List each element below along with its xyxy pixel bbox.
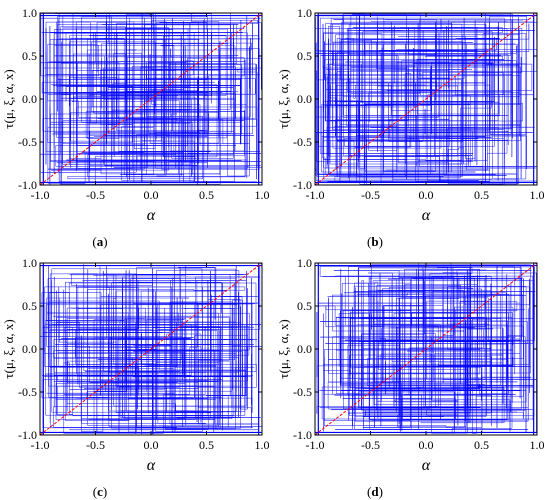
x-tick-label: 1.0 — [255, 438, 270, 452]
y-tick-label: 1.0 — [22, 6, 37, 20]
x-tick-label: 0.5 — [474, 438, 489, 452]
panel-label: (c) — [93, 484, 107, 499]
y-tick-label: -0.5 — [293, 385, 312, 399]
x-tick-label: -0.5 — [86, 188, 105, 202]
x-tick-label: 1.0 — [530, 188, 545, 202]
panel-label: (b) — [367, 234, 383, 249]
x-tick-label: -0.5 — [86, 438, 105, 452]
x-tick-label: 1.0 — [255, 188, 270, 202]
y-tick-label: -1.0 — [293, 178, 312, 192]
x-tick-label: -1.0 — [306, 438, 325, 452]
x-tick-label: -1.0 — [31, 438, 50, 452]
x-tick-label: 0.5 — [199, 188, 214, 202]
chart-a: -1.0 -0.5 0.0 0.5 1.0 -1.0 -0.5 0.0 0.5 1.0 α τ(μ, … — [1, 6, 270, 249]
x-tick-label: 0.5 — [199, 438, 214, 452]
y-tick-label: -0.5 — [18, 135, 37, 149]
x-tick-label: 0.0 — [419, 438, 434, 452]
x-tick-label: 1.0 — [530, 438, 545, 452]
x-tick-label: 0.0 — [144, 188, 159, 202]
x-axis-label: α — [422, 207, 431, 224]
y-tick-label: 1.0 — [22, 256, 37, 270]
x-tick-label: 0.0 — [419, 188, 434, 202]
panel-a: -1.0 -0.5 0.0 0.5 1.0 -1.0 -0.5 0.0 0.5 1.0 α τ(μ, … — [0, 0, 275, 250]
red-diagonal-series — [39, 262, 263, 436]
y-tick-label: 0.0 — [22, 342, 37, 356]
y-tick-label: 0.5 — [22, 49, 37, 63]
blue-trajectory-series — [316, 263, 537, 434]
panel-label: (d) — [367, 484, 383, 499]
panel-d: -1.0 -0.5 0.0 0.5 1.0 -1.0 -0.5 0.0 0.5 1.0 α τ(μ, … — [275, 250, 550, 500]
y-tick-label: 0.0 — [297, 342, 312, 356]
y-axis-label: τ(μ, ξ, α, x) — [1, 69, 16, 128]
chart-d: -1.0 -0.5 0.0 0.5 1.0 -1.0 -0.5 0.0 0.5 1.0 α τ(μ, … — [276, 256, 545, 499]
y-axis-label: τ(μ, ξ, α, x) — [1, 319, 16, 378]
y-tick-label: -0.5 — [293, 135, 312, 149]
x-axis-label: α — [422, 457, 431, 474]
x-tick-label: -0.5 — [361, 188, 380, 202]
y-tick-label: 1.0 — [297, 256, 312, 270]
red-diagonal-series — [314, 262, 538, 436]
chart-c: -1.0 -0.5 0.0 0.5 1.0 -1.0 -0.5 0.0 0.5 1.0 α τ(μ, … — [1, 256, 270, 499]
y-tick-label: 0.0 — [297, 92, 312, 106]
y-tick-label: 0.5 — [297, 49, 312, 63]
y-axis-label: τ(μ, ξ, α, x) — [276, 319, 291, 378]
x-tick-label: -0.5 — [361, 438, 380, 452]
x-tick-label: -1.0 — [306, 188, 325, 202]
chart-b: -1.0 -0.5 0.0 0.5 1.0 -1.0 -0.5 0.0 0.5 1.0 α τ(μ, … — [276, 6, 545, 249]
x-tick-label: 0.5 — [474, 188, 489, 202]
red-diagonal-series — [314, 12, 538, 186]
y-tick-label: -1.0 — [293, 428, 312, 442]
y-tick-label: -0.5 — [18, 385, 37, 399]
panel-c: -1.0 -0.5 0.0 0.5 1.0 -1.0 -0.5 0.0 0.5 1.0 α τ(μ, … — [0, 250, 275, 500]
blue-trajectory-series — [315, 13, 537, 185]
y-tick-label: -1.0 — [18, 428, 37, 442]
y-tick-label: -1.0 — [18, 178, 37, 192]
y-axis-label: τ(μ, ξ, α, x) — [276, 69, 291, 128]
x-axis-label: α — [147, 457, 156, 474]
y-tick-label: 1.0 — [297, 6, 312, 20]
y-tick-label: 0.5 — [297, 299, 312, 313]
red-diagonal-series — [39, 12, 263, 186]
blue-trajectory-series — [40, 13, 262, 185]
blue-trajectory-series — [40, 264, 262, 435]
x-tick-label: 0.0 — [144, 438, 159, 452]
x-tick-label: -1.0 — [31, 188, 50, 202]
x-axis-label: α — [147, 207, 156, 224]
panel-label: (a) — [92, 234, 107, 249]
y-tick-label: 0.0 — [22, 92, 37, 106]
y-tick-label: 0.5 — [22, 299, 37, 313]
panel-b: -1.0 -0.5 0.0 0.5 1.0 -1.0 -0.5 0.0 0.5 1.0 α τ(μ, … — [275, 0, 550, 250]
